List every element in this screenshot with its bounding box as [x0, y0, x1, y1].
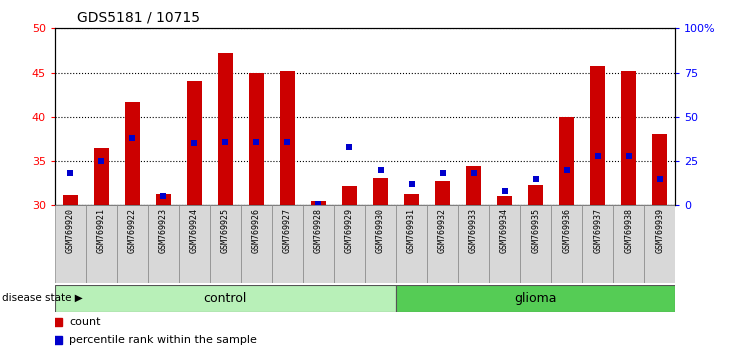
- Text: GSM769939: GSM769939: [656, 208, 664, 253]
- Bar: [427, 205, 458, 283]
- Bar: [365, 205, 396, 283]
- Bar: [652, 133, 667, 205]
- Text: GSM769929: GSM769929: [345, 208, 354, 253]
- Bar: [218, 53, 233, 205]
- Bar: [404, 194, 419, 205]
- Bar: [272, 205, 303, 283]
- Bar: [497, 195, 512, 205]
- Bar: [210, 205, 241, 283]
- Text: GSM769921: GSM769921: [97, 208, 106, 253]
- Text: disease state ▶: disease state ▶: [2, 293, 83, 303]
- Bar: [520, 205, 551, 283]
- Text: GSM769932: GSM769932: [438, 208, 447, 253]
- Bar: [117, 205, 147, 283]
- Bar: [241, 205, 272, 283]
- Bar: [187, 81, 202, 205]
- Text: glioma: glioma: [515, 292, 557, 305]
- Bar: [63, 195, 78, 205]
- Bar: [303, 205, 334, 283]
- Text: control: control: [204, 292, 247, 305]
- Text: GSM769925: GSM769925: [221, 208, 230, 253]
- Bar: [396, 285, 675, 312]
- Bar: [55, 205, 86, 283]
- Bar: [280, 71, 295, 205]
- Bar: [342, 186, 357, 205]
- Bar: [466, 166, 481, 205]
- Text: GSM769920: GSM769920: [66, 208, 74, 253]
- Text: GSM769923: GSM769923: [159, 208, 168, 253]
- Text: GSM769936: GSM769936: [562, 208, 571, 253]
- Bar: [613, 205, 645, 283]
- Bar: [528, 185, 543, 205]
- Bar: [125, 102, 140, 205]
- Text: GDS5181 / 10715: GDS5181 / 10715: [77, 11, 199, 25]
- Bar: [147, 205, 179, 283]
- Bar: [590, 67, 605, 205]
- Bar: [249, 73, 264, 205]
- Text: GSM769922: GSM769922: [128, 208, 137, 253]
- Text: GSM769938: GSM769938: [624, 208, 633, 253]
- Text: count: count: [69, 317, 101, 327]
- Text: GSM769933: GSM769933: [469, 208, 478, 253]
- Bar: [86, 205, 117, 283]
- Text: GSM769926: GSM769926: [252, 208, 261, 253]
- Bar: [645, 205, 675, 283]
- Text: GSM769935: GSM769935: [531, 208, 540, 253]
- Text: GSM769924: GSM769924: [190, 208, 199, 253]
- Bar: [179, 205, 210, 283]
- Bar: [93, 148, 109, 205]
- Bar: [396, 205, 427, 283]
- Bar: [559, 117, 575, 205]
- Text: percentile rank within the sample: percentile rank within the sample: [69, 335, 257, 345]
- Text: GSM769928: GSM769928: [314, 208, 323, 253]
- Text: GSM769930: GSM769930: [376, 208, 385, 253]
- Bar: [621, 71, 637, 205]
- Text: GSM769934: GSM769934: [500, 208, 509, 253]
- Bar: [55, 285, 396, 312]
- Bar: [311, 201, 326, 205]
- Bar: [155, 194, 171, 205]
- Text: GSM769927: GSM769927: [283, 208, 292, 253]
- Bar: [489, 205, 520, 283]
- Bar: [551, 205, 583, 283]
- Text: GSM769937: GSM769937: [593, 208, 602, 253]
- Bar: [435, 181, 450, 205]
- Bar: [334, 205, 365, 283]
- Bar: [373, 178, 388, 205]
- Text: GSM769931: GSM769931: [407, 208, 416, 253]
- Bar: [458, 205, 489, 283]
- Bar: [583, 205, 613, 283]
